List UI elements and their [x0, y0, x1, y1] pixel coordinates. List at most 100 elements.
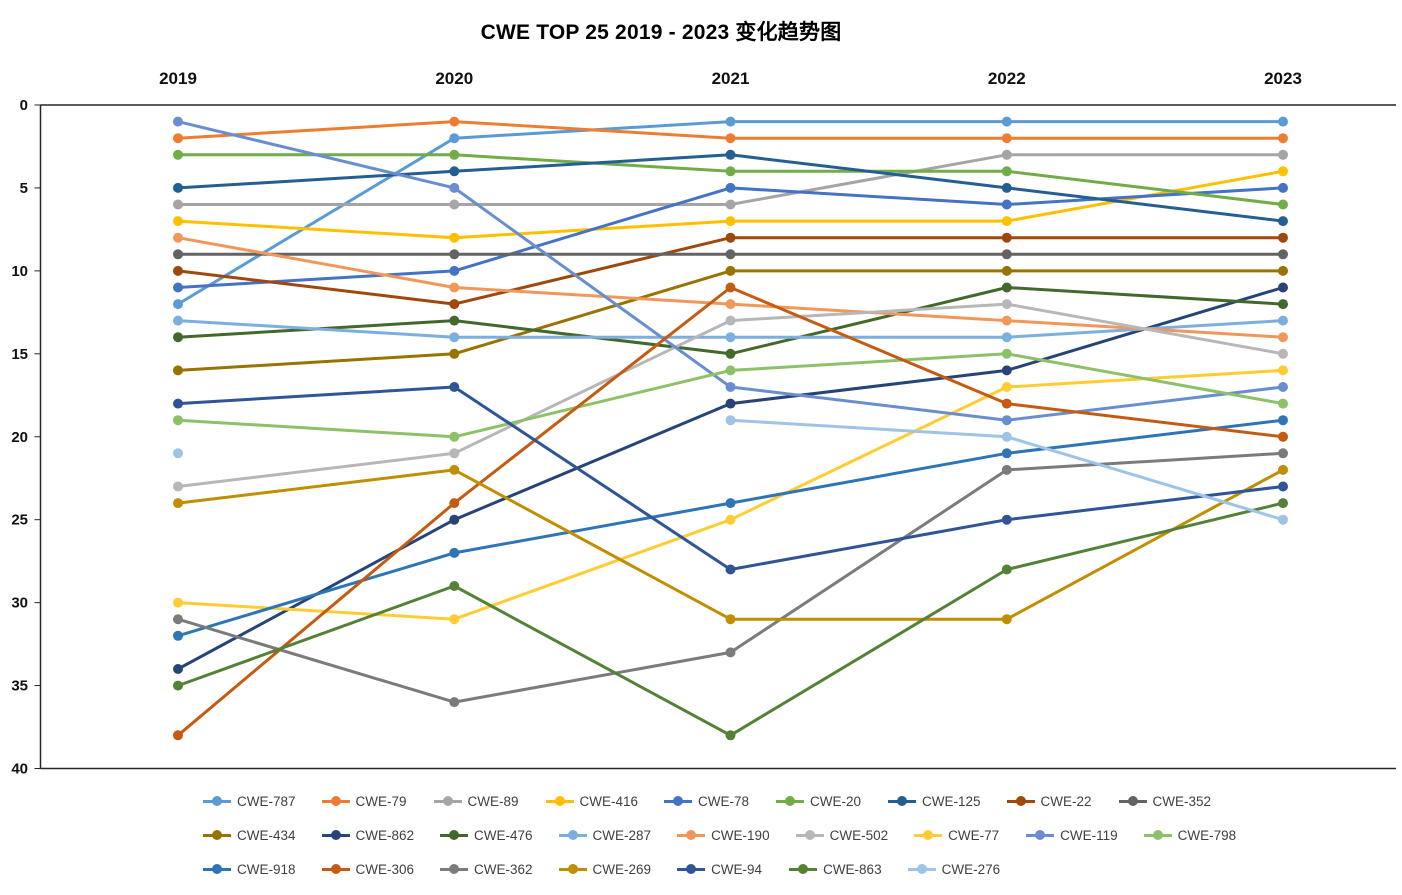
point-cwe-352-2019 [173, 249, 183, 260]
legend-label: CWE-125 [922, 793, 981, 809]
series-cwe-276 [173, 415, 1288, 525]
series-cwe-476 [173, 282, 1288, 359]
y-axis-label-35: 35 [11, 678, 28, 695]
point-cwe-416-2022 [1001, 216, 1012, 227]
legend-label: CWE-416 [579, 793, 639, 809]
point-cwe-306-2020 [449, 498, 460, 509]
point-cwe-89-2022 [1001, 149, 1012, 160]
point-cwe-287-2022 [1001, 332, 1012, 343]
legend-marker-icon [321, 796, 350, 806]
y-axis-label-25: 25 [11, 512, 28, 529]
legend-marker-icon [1143, 830, 1172, 840]
legend-item-cwe-190: CWE-190 [677, 825, 770, 845]
x-axis-label-2023: 2023 [1264, 69, 1302, 88]
legend-label: CWE-787 [237, 793, 296, 809]
point-cwe-78-2021 [725, 182, 736, 193]
point-cwe-89-2019 [173, 199, 183, 210]
point-cwe-94-2019 [173, 398, 183, 409]
series-cwe-362 [173, 448, 1288, 708]
point-cwe-22-2021 [725, 232, 736, 243]
series-cwe-787 [173, 116, 1288, 310]
point-cwe-787-2020 [449, 133, 460, 144]
legend-item-cwe-22: CWE-22 [1006, 791, 1093, 811]
legend-marker-icon [776, 796, 805, 806]
point-cwe-79-2022 [1001, 133, 1012, 144]
legend-marker-icon [203, 830, 231, 840]
legend-item-cwe-78: CWE-78 [664, 791, 750, 811]
legend-marker-icon [321, 830, 350, 840]
point-cwe-190-2020 [449, 282, 460, 293]
legend-item-cwe-416: CWE-416 [545, 791, 639, 811]
legend-label: CWE-276 [941, 861, 1001, 877]
point-cwe-79-2023 [1278, 133, 1288, 144]
legend-marker-icon [789, 864, 818, 874]
point-cwe-416-2019 [173, 216, 183, 227]
point-cwe-125-2021 [725, 149, 736, 160]
point-cwe-306-2022 [1001, 398, 1012, 409]
legend-item-cwe-125: CWE-125 [888, 791, 981, 811]
point-cwe-416-2020 [449, 232, 460, 243]
point-cwe-798-2020 [449, 431, 460, 442]
series-cwe-434 [173, 265, 1288, 376]
point-cwe-94-2023 [1278, 481, 1288, 492]
point-cwe-77-2019 [173, 597, 183, 608]
legend-row-3: CWE-918 CWE-306 CWE-362 CWE-269 CWE-94 CWE-86… [203, 859, 1236, 879]
point-cwe-862-2023 [1278, 282, 1288, 293]
y-axis-label-30: 30 [11, 595, 28, 612]
x-axis-label-2021: 2021 [712, 69, 750, 88]
legend-label: CWE-362 [474, 861, 533, 877]
legend-label: CWE-79 [355, 793, 407, 809]
series-cwe-79 [173, 116, 1288, 144]
point-cwe-787-2023 [1278, 116, 1288, 127]
point-cwe-352-2020 [449, 249, 460, 260]
series-cwe-20 [173, 149, 1288, 210]
series-cwe-352 [173, 249, 1288, 260]
point-cwe-352-2022 [1001, 249, 1012, 260]
point-cwe-79-2019 [173, 133, 183, 144]
series-cwe-125 [173, 149, 1288, 227]
series-cwe-798 [173, 348, 1288, 442]
point-cwe-276-2021 [725, 415, 736, 426]
point-cwe-434-2023 [1278, 265, 1288, 276]
point-cwe-502-2021 [725, 315, 736, 326]
point-cwe-787-2022 [1001, 116, 1012, 127]
point-cwe-352-2021 [725, 249, 736, 260]
legend-item-cwe-862: CWE-862 [321, 825, 415, 845]
legend-row-1: CWE-787 CWE-79 CWE-89 CWE-416 CWE-78 CWE-20 CW… [203, 791, 1236, 811]
point-cwe-78-2020 [449, 265, 460, 276]
series-cwe-918 [173, 415, 1288, 641]
y-axis-label-40: 40 [11, 761, 28, 778]
legend-item-cwe-79: CWE-79 [321, 791, 408, 811]
point-cwe-190-2023 [1278, 332, 1288, 343]
legend-marker-icon [440, 864, 469, 874]
legend-label: CWE-862 [355, 827, 415, 843]
legend-item-cwe-362: CWE-362 [440, 859, 533, 879]
legend-item-cwe-352: CWE-352 [1118, 791, 1212, 811]
point-cwe-798-2021 [725, 365, 736, 376]
chart-title: CWE TOP 25 2019 - 2023 变化趋势图 [480, 21, 842, 44]
point-cwe-306-2019 [173, 730, 183, 741]
legend-label: CWE-476 [474, 827, 533, 843]
chart-legend: CWE-787 CWE-79 CWE-89 CWE-416 CWE-78 CWE-20 CW… [203, 791, 1236, 879]
legend-label: CWE-20 [810, 793, 862, 809]
point-cwe-434-2020 [449, 348, 460, 359]
legend-item-cwe-20: CWE-20 [776, 791, 862, 811]
legend-item-cwe-918: CWE-918 [203, 859, 296, 879]
legend-marker-icon [1026, 830, 1055, 840]
point-cwe-362-2021 [725, 647, 736, 658]
legend-label: CWE-798 [1177, 827, 1237, 843]
legend-label: CWE-77 [948, 827, 1000, 843]
point-cwe-190-2021 [725, 299, 736, 310]
legend-marker-icon [907, 864, 936, 874]
legend-label: CWE-352 [1152, 793, 1212, 809]
point-cwe-416-2023 [1278, 166, 1288, 177]
point-cwe-89-2021 [725, 199, 736, 210]
legend-item-cwe-306: CWE-306 [321, 859, 414, 879]
point-cwe-119-2022 [1001, 415, 1012, 426]
point-cwe-362-2022 [1001, 464, 1012, 475]
point-cwe-78-2022 [1001, 199, 1012, 210]
point-cwe-863-2023 [1278, 498, 1288, 509]
point-cwe-863-2019 [173, 680, 183, 691]
series-cwe-77 [173, 365, 1288, 625]
point-cwe-862-2019 [173, 664, 183, 674]
